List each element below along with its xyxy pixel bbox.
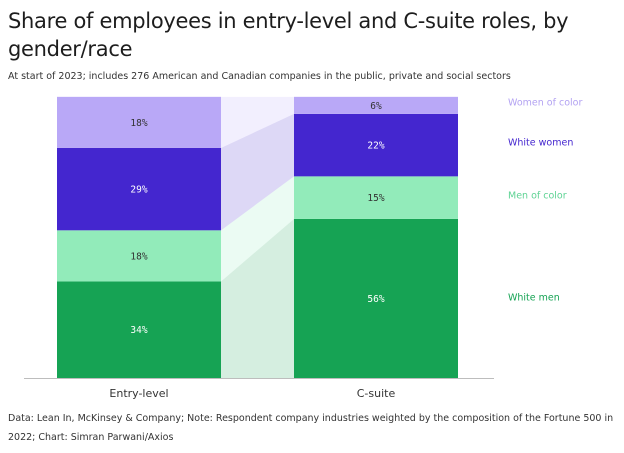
bar-entry-level-white-women: [57, 147, 221, 231]
value-label-entry-level-white-men: 34%: [130, 325, 147, 336]
bar-entry-level-men-of-color: [57, 230, 221, 282]
legend-label-white-women: White women: [508, 138, 573, 149]
legend-label-women-of-color: Women of color: [508, 98, 582, 109]
connector-band-white-women: [221, 113, 294, 231]
bar-entry-level-white-men: [57, 281, 221, 378]
bar-c-suite-white-men: [294, 218, 458, 378]
legend-label-men-of-color: Men of color: [508, 191, 567, 202]
value-label-entry-level-women-of-color: 18%: [130, 118, 147, 129]
value-label-c-suite-white-men: 56%: [367, 294, 384, 305]
value-label-entry-level-white-women: 29%: [130, 185, 147, 196]
value-label-c-suite-women-of-color: 6%: [370, 101, 382, 112]
legend-label-white-men: White men: [508, 293, 560, 304]
chart-subtitle: At start of 2023; includes 276 American …: [8, 71, 511, 82]
x-tick-label-c-suite: C-suite: [357, 387, 396, 400]
connector-band-women-of-color: [221, 96, 294, 148]
connector-band-men-of-color: [221, 176, 294, 282]
bar-c-suite-men-of-color: [294, 176, 458, 219]
value-label-c-suite-men-of-color: 15%: [367, 193, 384, 204]
bar-c-suite-white-women: [294, 113, 458, 177]
x-tick-label-entry-level: Entry-level: [109, 387, 168, 400]
value-label-entry-level-men-of-color: 18%: [130, 251, 147, 262]
value-label-c-suite-white-women: 22%: [367, 141, 384, 152]
chart-title: Share of employees in entry-level and C-…: [8, 9, 569, 61]
connector-band-white-men: [221, 218, 294, 378]
bar-entry-level-women-of-color: [57, 96, 221, 148]
chart-source-note: Data: Lean In, McKinsey & Company; Note:…: [8, 413, 614, 443]
bar-c-suite-women-of-color: [294, 96, 458, 114]
